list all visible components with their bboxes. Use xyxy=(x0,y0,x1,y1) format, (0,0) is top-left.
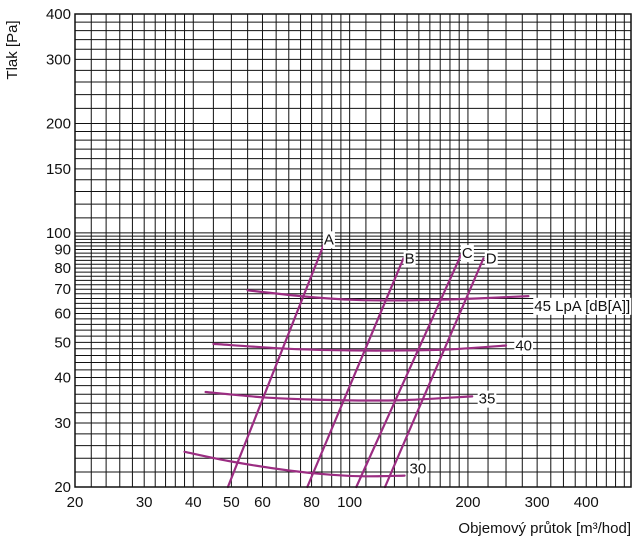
series-label: A xyxy=(322,231,335,249)
y-tick-label: 60 xyxy=(54,306,71,323)
y-tick-label: 40 xyxy=(54,370,71,387)
series-label: B xyxy=(403,250,416,268)
y-tick-label: 300 xyxy=(46,51,71,68)
grid xyxy=(74,13,631,488)
x-axis-label: Objemový průtok [m³/hod] xyxy=(458,520,631,537)
series-line-45-lpa-db-a xyxy=(246,289,530,302)
series-label-text: 45 LpA [dB[A]] xyxy=(534,298,630,315)
x-tick-label: 30 xyxy=(136,494,153,511)
y-tick-label: 90 xyxy=(54,242,71,259)
series-line-c xyxy=(355,253,463,489)
y-axis-label: Tlak [Pa] xyxy=(4,20,21,79)
series-label-bg xyxy=(322,231,335,249)
x-tick-label: 60 xyxy=(254,494,271,511)
plot-frame xyxy=(74,13,632,488)
series-label-bg xyxy=(403,250,416,268)
series-label-text: D xyxy=(486,251,497,268)
y-tick-label: 20 xyxy=(54,479,71,496)
series-line-30 xyxy=(183,450,406,478)
y-tick-label: 400 xyxy=(46,6,71,23)
x-tick-label: 400 xyxy=(574,494,599,511)
y-tick-label: 200 xyxy=(46,115,71,132)
series-line-b xyxy=(306,257,405,489)
series-label-bg xyxy=(460,245,474,263)
series-label-bg xyxy=(408,460,428,478)
series-label: C xyxy=(460,245,474,263)
series-label-text: 35 xyxy=(479,391,496,408)
series-label-bg xyxy=(514,337,534,355)
series-label: 40 xyxy=(514,337,534,355)
series-label-text: 40 xyxy=(515,338,532,355)
x-tick-label: 100 xyxy=(337,494,362,511)
series-label-bg xyxy=(484,250,498,268)
series-line-d xyxy=(383,257,485,489)
y-tick-label: 80 xyxy=(54,260,71,277)
y-tick-label: 100 xyxy=(46,225,71,242)
series-line-40 xyxy=(212,342,508,352)
y-tick-label: 50 xyxy=(54,334,71,351)
series-label: 35 xyxy=(477,390,497,408)
y-tick-label: 150 xyxy=(46,161,71,178)
y-tick-label: 70 xyxy=(54,281,71,298)
series-label-text: 30 xyxy=(409,460,426,477)
series-label-text: C xyxy=(462,245,473,262)
series-label-bg xyxy=(477,390,497,408)
x-tick-label: 300 xyxy=(525,494,550,511)
series-label-text: B xyxy=(405,251,415,268)
curves xyxy=(183,243,530,489)
series-line-a xyxy=(226,243,325,489)
x-tick-label: 50 xyxy=(223,494,240,511)
series-label: 30 xyxy=(408,460,428,478)
x-tick-labels: 20 30 40 50 60 80 100 200 300 400 xyxy=(67,494,599,511)
x-tick-label: 80 xyxy=(303,494,320,511)
series-line-35 xyxy=(204,390,474,402)
series-labels: A B C D 45 LpA [dB[A]] 40 35 30 xyxy=(322,231,632,478)
x-tick-label: 20 xyxy=(67,494,84,511)
series-label-text: A xyxy=(324,231,334,248)
y-tick-label: 30 xyxy=(54,415,71,432)
series-label: D xyxy=(484,250,498,268)
x-tick-label: 200 xyxy=(455,494,480,511)
series-label-bg xyxy=(533,297,632,315)
series-label: 45 LpA [dB[A]] xyxy=(533,297,632,315)
x-tick-label: 40 xyxy=(185,494,202,511)
